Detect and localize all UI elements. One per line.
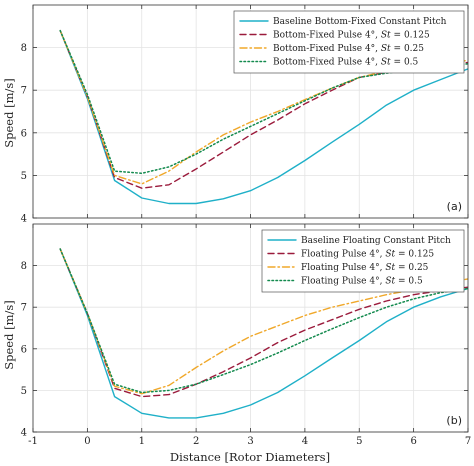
series-line-2	[59, 248, 468, 398]
y-tick-label: 6	[21, 344, 27, 355]
series-line-1	[59, 248, 468, 419]
x-tick-label: -1	[28, 436, 38, 447]
legend-label: Bottom-Fixed Pulse 4°, St = 0.25	[273, 44, 424, 54]
legend-label: Floating Pulse 4°, St = 0.25	[301, 263, 429, 273]
y-axis-title-top: Speed [m/s]	[2, 78, 16, 148]
y-tick-label: 6	[21, 128, 27, 139]
chart-panel-b: -1 0 1 2 3 4 5 6 7 4 5 6 7 8 Baseline Floating Constan…	[21, 223, 471, 447]
legend-label-part: Bottom-Fixed Pulse 4°,	[273, 31, 381, 41]
x-axis-title: Distance [Rotor Diameters]	[170, 450, 330, 464]
x-tick-label: 4	[302, 436, 308, 447]
y-tick-label: 5	[21, 171, 27, 182]
y-axis-title-bottom: Speed [m/s]	[2, 300, 16, 370]
x-tick-label: 1	[139, 436, 145, 447]
legend-label-part: Floating Pulse 4°,	[301, 250, 385, 260]
series-line-4	[59, 248, 468, 394]
legend-label-part: = 0.25	[395, 263, 429, 273]
legend-label-part: St	[381, 58, 391, 68]
legend-label: Baseline Bottom-Fixed Constant Pitch	[273, 17, 447, 27]
y-tick-label: 8	[21, 261, 27, 272]
legend-label-part: St	[381, 44, 391, 54]
legend-label-part: Floating Pulse 4°,	[301, 263, 385, 273]
x-tick-label: 0	[84, 436, 90, 447]
legend-label-part: = 0.25	[391, 44, 425, 54]
x-tick-label: 7	[465, 436, 471, 447]
legend-label-part: Bottom-Fixed Pulse 4°,	[273, 44, 381, 54]
legend-box	[233, 10, 465, 74]
legend-label-part: St	[381, 31, 391, 41]
y-tick-label: 7	[21, 303, 27, 314]
y-tick-label: 4	[21, 214, 27, 225]
legend-label: Bottom-Fixed Pulse 4°, St = 0.5	[273, 58, 419, 68]
legend-label: Baseline Floating Constant Pitch	[301, 236, 451, 246]
legend-label: Floating Pulse 4°, St = 0.125	[301, 250, 434, 260]
legend-label: Bottom-Fixed Pulse 4°, St = 0.125	[273, 31, 430, 41]
legend-label: Floating Pulse 4°, St = 0.5	[301, 277, 423, 287]
legend-label-part: Floating Pulse 4°,	[301, 277, 385, 287]
legend-label-part: = 0.5	[395, 277, 423, 287]
panel-label: (b)	[446, 414, 462, 427]
legend-label-part: Bottom-Fixed Pulse 4°,	[273, 58, 381, 68]
chart-panel-a: 4 5 6 7 8 Baseline Bottom-Fixed Constant Pitc…	[21, 4, 469, 225]
legend-label-part: St	[385, 263, 395, 273]
y-tick-label: 5	[21, 386, 27, 397]
x-tick-label: 2	[193, 436, 199, 447]
legend: Baseline Bottom-Fixed Constant Pitch Bott…	[233, 10, 465, 74]
panel-label: (a)	[447, 200, 462, 213]
legend-label-part: St	[385, 250, 395, 260]
x-tick-label: 3	[247, 436, 253, 447]
legend-label-part: = 0.125	[391, 31, 430, 41]
y-tick-label: 8	[21, 43, 27, 54]
series-line-1	[59, 29, 468, 205]
legend-label-part: St	[385, 277, 395, 287]
legend-label-part: = 0.125	[395, 250, 434, 260]
y-tick-label: 7	[21, 86, 27, 97]
y-tick-label: 4	[21, 428, 27, 439]
legend-label-part: = 0.5	[391, 58, 419, 68]
legend: Baseline Floating Constant Pitch Floating…	[261, 229, 465, 293]
x-tick-label: 5	[356, 436, 362, 447]
x-tick-label: 6	[410, 436, 416, 447]
